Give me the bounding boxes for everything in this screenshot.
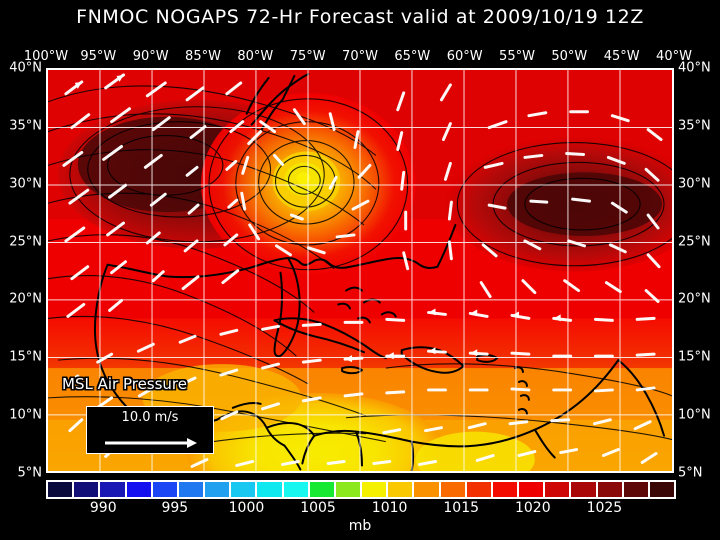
colorbar-swatch xyxy=(492,482,518,497)
lat-tick-label: 30°N xyxy=(9,176,42,192)
lon-tick-label: 60°W xyxy=(446,49,483,64)
colorbar-swatch xyxy=(100,482,125,497)
vector-scale-legend: 10.0 m/s xyxy=(86,406,214,454)
colorbar-swatch xyxy=(48,482,73,497)
lon-tick-label: 90°W xyxy=(132,49,169,64)
lat-tick-label: 15°N xyxy=(678,349,711,365)
lon-tick-label: 85°W xyxy=(185,49,221,64)
lat-tick-label: 35°N xyxy=(9,118,42,134)
colorbar-swatch xyxy=(597,482,622,497)
lat-tick-label: 10°N xyxy=(678,407,711,423)
lon-tick-label: 65°W xyxy=(394,49,431,64)
vector-scale-arrow xyxy=(105,438,197,448)
lat-tick-label: 20°N xyxy=(678,291,711,307)
colorbar-swatch xyxy=(545,482,570,497)
field-label: MSL Air Pressure xyxy=(62,375,188,393)
colorbar-swatch xyxy=(126,482,151,497)
colorbar-tick-label: 1020 xyxy=(514,500,551,516)
lat-tick-label: 10°N xyxy=(9,407,42,423)
lon-tick-label: 95°W xyxy=(80,49,117,64)
colorbar-swatch xyxy=(152,482,177,497)
lon-tick-label: 55°W xyxy=(499,49,535,64)
lat-tick-label: 5°N xyxy=(678,465,703,481)
colorbar-swatch xyxy=(414,482,439,497)
colorbar-swatch xyxy=(466,482,491,497)
colorbar-tick-label: 990 xyxy=(89,500,117,516)
colorbar-swatch xyxy=(257,482,282,497)
colorbar-tick-label: 1005 xyxy=(300,500,336,516)
lon-tick-label: 80°W xyxy=(237,49,274,64)
colorbar-swatch xyxy=(440,482,465,497)
colorbar xyxy=(46,480,676,499)
colorbar-tick-label: 1000 xyxy=(228,500,265,516)
lat-tick-label: 30°N xyxy=(678,176,711,192)
colorbar-swatch xyxy=(283,482,308,497)
longitude-axis: 100°W 95°W 90°W 85°W 80°W 75°W 70°W 65°W 60°W 55°… xyxy=(24,49,692,67)
colorbar-unit: mb xyxy=(348,518,372,534)
lat-tick-label: 20°N xyxy=(9,291,42,307)
lon-tick-label: 70°W xyxy=(342,49,378,64)
colorbar-swatch xyxy=(74,482,99,497)
vector-scale-label: 10.0 m/s xyxy=(121,410,179,425)
lon-tick-label: 100°W xyxy=(23,49,69,64)
colorbar-tick-label: 995 xyxy=(161,500,189,516)
lon-tick-label: 50°W xyxy=(551,49,588,64)
lat-tick-label: 40°N xyxy=(9,60,42,76)
colorbar-swatch xyxy=(205,482,230,497)
colorbar-swatch xyxy=(335,482,361,497)
colorbar-swatch xyxy=(519,482,544,497)
figure-title: FNMOC NOGAPS 72-Hr Forecast valid at 200… xyxy=(76,6,644,28)
colorbar-swatch xyxy=(231,482,256,497)
colorbar-swatch xyxy=(623,482,648,497)
lat-tick-label: 35°N xyxy=(678,118,711,134)
colorbar-swatch xyxy=(649,482,675,497)
colorbar-swatch xyxy=(571,482,596,497)
lon-tick-label: 45°W xyxy=(603,49,640,64)
lat-tick-label: 15°N xyxy=(9,349,42,365)
colorbar-swatch xyxy=(362,482,387,497)
lat-tick-label: 25°N xyxy=(9,234,42,250)
lat-tick-label: 25°N xyxy=(678,234,711,250)
lon-tick-label: 40°W xyxy=(656,49,692,64)
colorbar-swatch xyxy=(309,482,334,497)
colorbar-tick-label: 1025 xyxy=(586,500,623,516)
colorbar-tick-label: 1015 xyxy=(443,500,480,516)
colorbar-swatch xyxy=(388,482,413,497)
colorbar-tick-label: 1010 xyxy=(371,500,408,516)
map-panel: MSL Air Pressure 10.0 m/s xyxy=(46,68,674,473)
colorbar-ticks: 990 995 1000 1005 1010 1015 1020 1025 xyxy=(46,500,676,518)
colorbar-swatch xyxy=(178,482,204,497)
lat-tick-label: 40°N xyxy=(678,60,711,76)
lat-tick-label: 5°N xyxy=(17,465,43,481)
lon-tick-label: 75°W xyxy=(289,49,326,64)
